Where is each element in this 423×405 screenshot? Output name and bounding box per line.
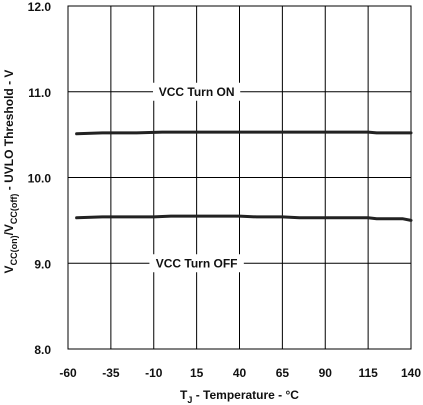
x-axis-title: TJ - Temperature - °C <box>180 388 299 405</box>
x-tick-label: -10 <box>145 366 163 380</box>
x-tick-label: 140 <box>401 366 421 380</box>
plot-frame <box>67 5 412 350</box>
x-tick-label: 115 <box>358 366 378 380</box>
y-axis-title-rest: - UVLO Threshold - V <box>2 70 16 194</box>
x-tick-label: 90 <box>319 366 333 380</box>
series-annotation: VCC Turn ON <box>159 85 235 99</box>
series-lines <box>75 130 413 222</box>
x-tick-label: 40 <box>233 366 247 380</box>
tick-labels: -60 -35 -10 15 40 65 90 115 140 8.0 9.0 10.0 11.0 12.… <box>28 0 422 380</box>
y-axis-title-mid: /V <box>2 224 16 235</box>
grid-lines <box>68 6 411 349</box>
annotations: VCC Turn ON VCC Turn OFF <box>156 85 238 271</box>
y-axis-title-a-sub: CC(on) <box>9 235 19 265</box>
series-line-vcc-turn-off <box>75 214 413 222</box>
y-tick-label: 12.0 <box>28 0 52 14</box>
y-axis-title-b-sub: CC(off) <box>9 194 19 225</box>
x-axis-title-main: T <box>180 388 188 402</box>
series-annotation: VCC Turn OFF <box>156 256 238 270</box>
x-tick-label: -35 <box>102 366 120 380</box>
y-tick-label: 11.0 <box>28 86 51 100</box>
x-tick-label: -60 <box>59 366 77 380</box>
x-axis-title-sub: J <box>187 395 192 405</box>
series-line-vcc-turn-on <box>75 130 413 136</box>
x-axis-title-rest: - Temperature - °C <box>192 388 299 402</box>
y-tick-label: 9.0 <box>34 257 51 271</box>
x-tick-label: 65 <box>276 366 290 380</box>
x-tick-label: 15 <box>190 366 204 380</box>
y-tick-label: 10.0 <box>28 172 52 186</box>
y-axis-title-a: V <box>2 265 16 273</box>
y-tick-label: 8.0 <box>34 343 51 357</box>
y-axis-title: VCC(on)/VCC(off) - UVLO Threshold - V <box>2 70 19 274</box>
